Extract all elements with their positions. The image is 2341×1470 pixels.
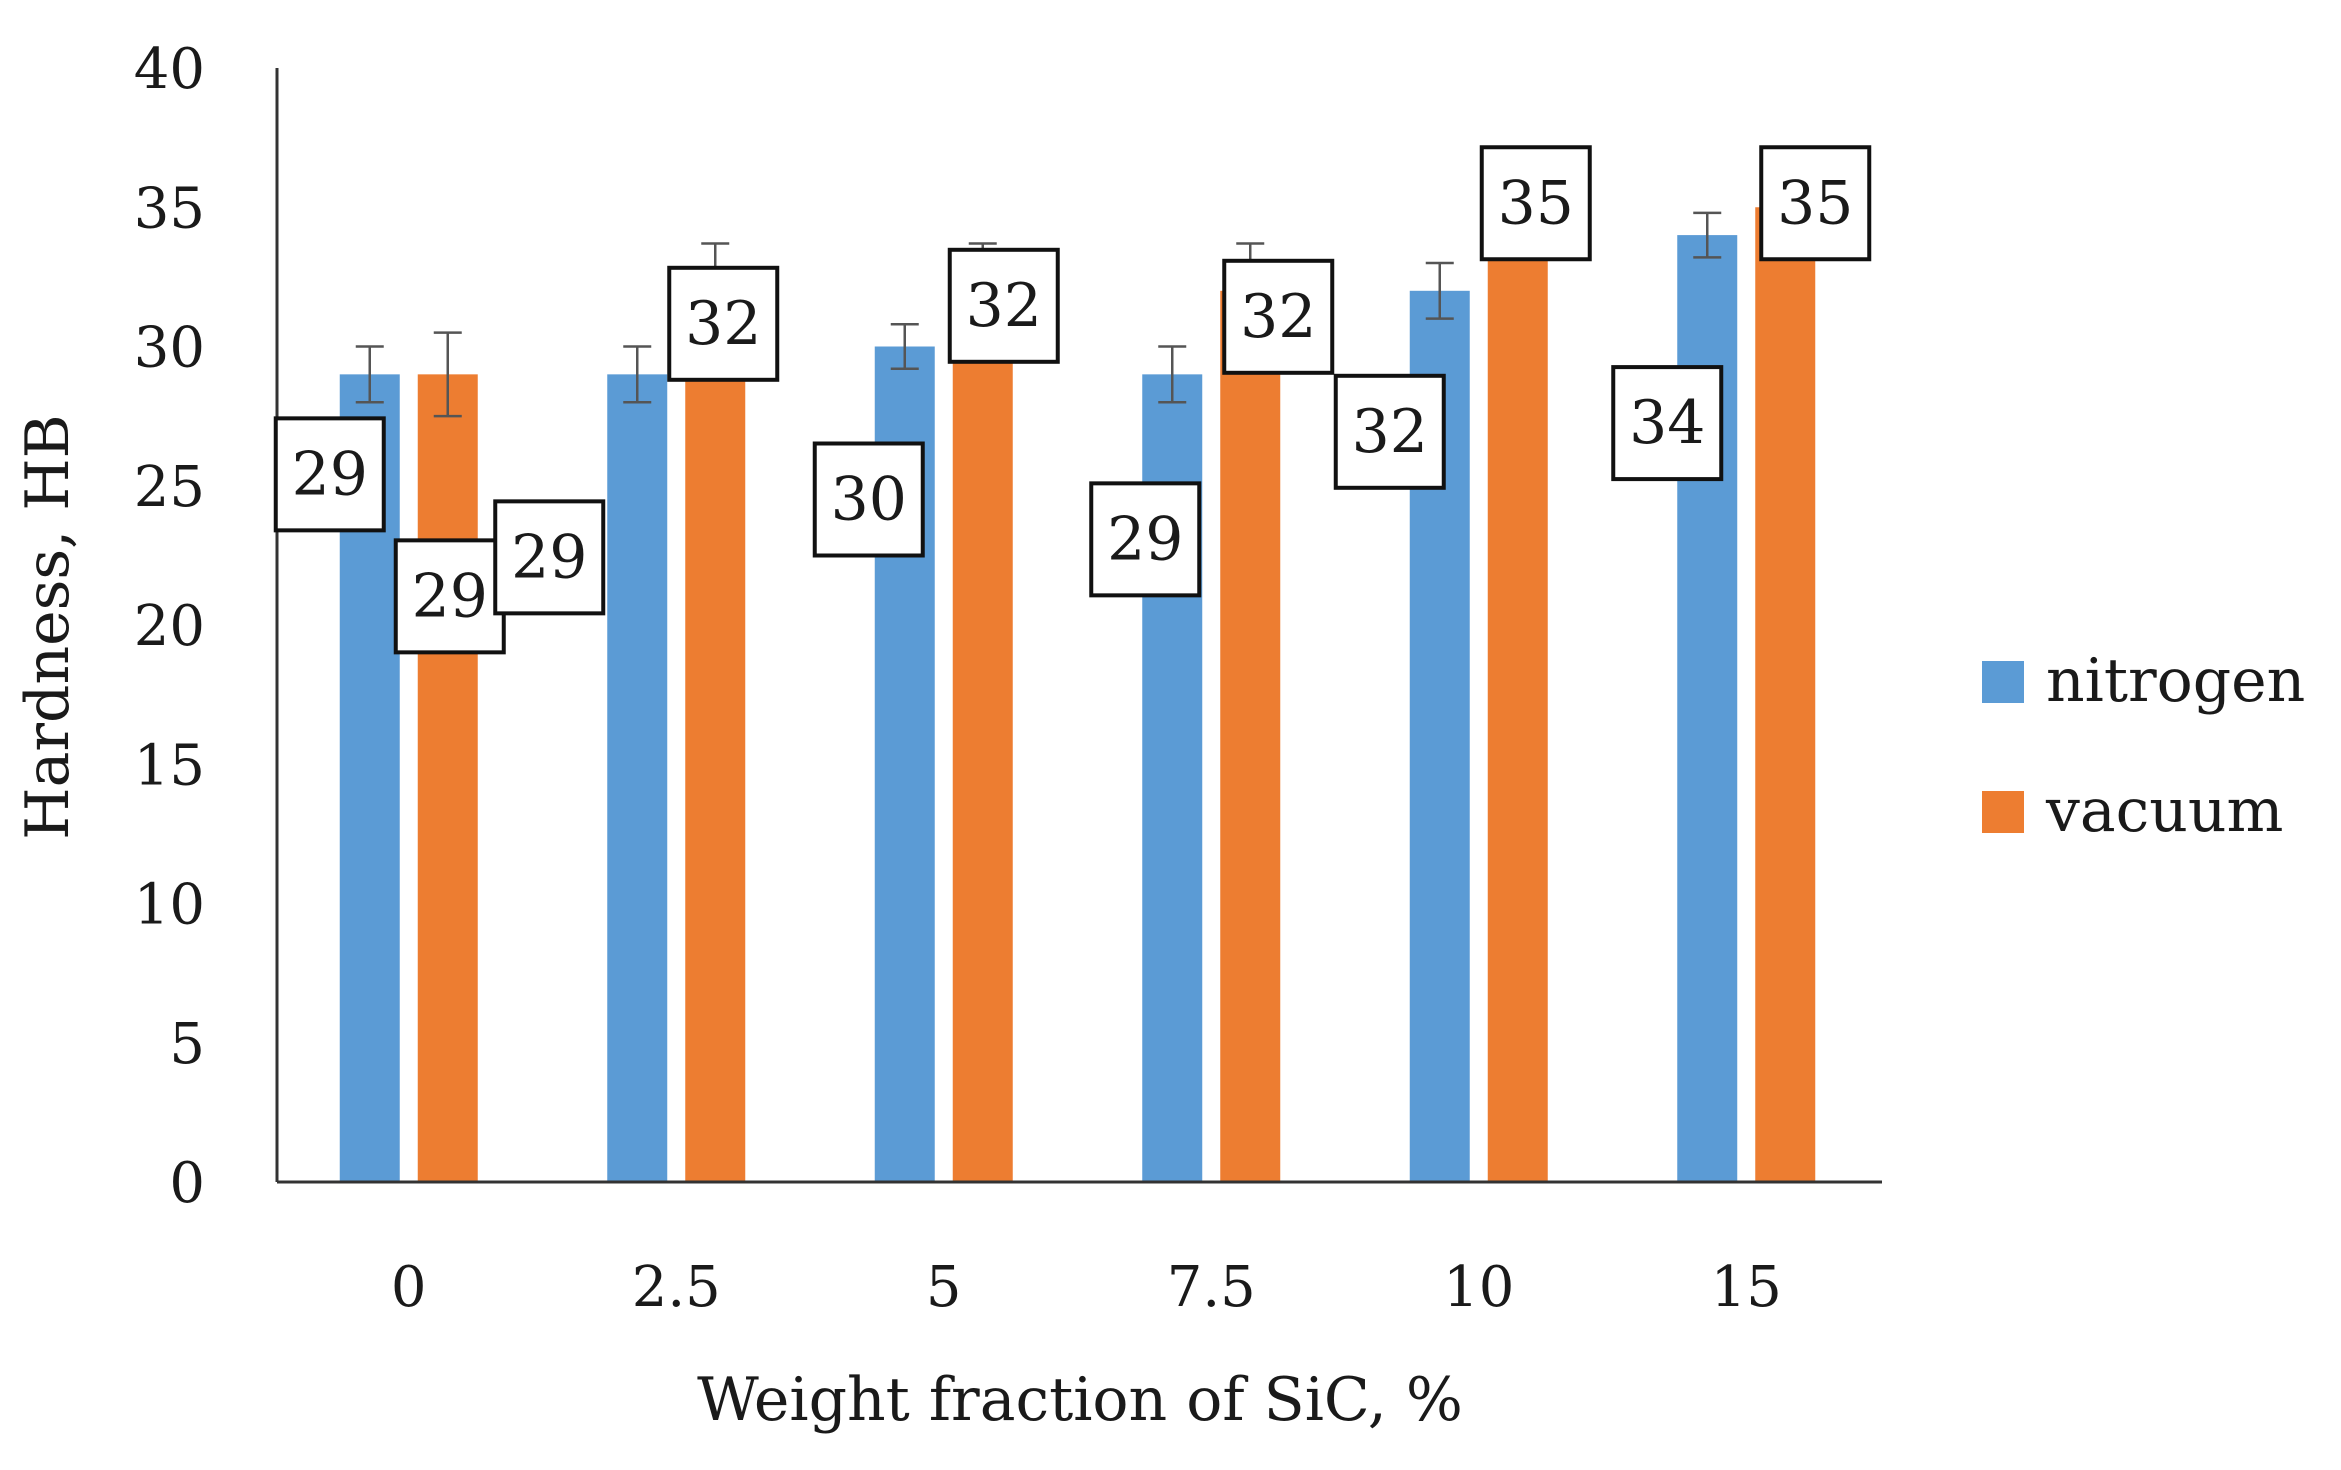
- x-tick-label: 5: [926, 1255, 962, 1320]
- bar-nitrogen: [607, 374, 668, 1183]
- data-label: 29: [511, 522, 587, 592]
- y-axis-ticks: 0 5 10 15 20 25 30 35 40: [134, 37, 205, 1216]
- x-tick-label: 15: [1711, 1255, 1782, 1320]
- x-tick-label: 7.5: [1167, 1255, 1256, 1320]
- data-label: 35: [1498, 168, 1574, 238]
- data-label: 32: [685, 289, 761, 359]
- data-label-box: [812, 441, 925, 558]
- data-label: 30: [831, 465, 907, 535]
- bar-vacuum: [417, 374, 478, 1183]
- y-tick-label: 20: [134, 594, 205, 659]
- legend-swatch-nitrogen: [1982, 661, 2024, 703]
- bar-vacuum: [1487, 207, 1548, 1182]
- data-label: 29: [292, 439, 368, 509]
- bar-vacuum: [685, 290, 746, 1182]
- y-axis-title: Hardness, HB: [13, 414, 83, 839]
- x-tick-label: 10: [1443, 1255, 1514, 1320]
- data-label: 35: [1777, 168, 1853, 238]
- y-tick-label: 0: [169, 1151, 205, 1216]
- legend-label-nitrogen: nitrogen: [2046, 646, 2305, 716]
- data-label-box: [947, 247, 1060, 364]
- data-label: 29: [412, 561, 488, 631]
- data-label-box: [493, 499, 606, 616]
- data-label: 34: [1629, 388, 1705, 458]
- data-label-box: [1479, 145, 1592, 262]
- data-label-box: [1089, 481, 1202, 598]
- bar-vacuum: [1220, 290, 1281, 1182]
- data-labels: 29 29 29 32 30 32 29 32 32 35 34 35: [273, 145, 1872, 655]
- data-label-box: [1333, 373, 1446, 490]
- data-label-box: [1611, 365, 1724, 482]
- data-label: 29: [1107, 504, 1183, 574]
- data-label-box: [1759, 145, 1872, 262]
- data-label: 32: [1352, 397, 1428, 467]
- y-tick-label: 10: [134, 873, 205, 938]
- y-tick-label: 15: [134, 733, 205, 798]
- y-tick-label: 30: [134, 316, 205, 381]
- y-tick-label: 35: [134, 176, 205, 241]
- x-axis-title: Weight fraction of SiC, %: [697, 1365, 1463, 1435]
- bar-vacuum: [952, 290, 1013, 1182]
- data-label: 32: [1240, 282, 1316, 352]
- data-label-box: [273, 416, 386, 533]
- x-tick-label: 0: [391, 1255, 427, 1320]
- y-tick-label: 40: [134, 37, 205, 102]
- data-label-box: [667, 265, 780, 382]
- legend: nitrogen vacuum: [1982, 646, 2305, 846]
- x-tick-label: 2.5: [632, 1255, 721, 1320]
- data-label-box: [393, 538, 506, 655]
- data-label: 32: [966, 271, 1042, 341]
- bar-vacuum: [1755, 207, 1816, 1182]
- data-label-box: [1222, 258, 1335, 375]
- legend-label-vacuum: vacuum: [2045, 776, 2283, 846]
- y-tick-label: 5: [169, 1012, 205, 1077]
- legend-swatch-vacuum: [1982, 791, 2024, 833]
- y-tick-label: 25: [134, 455, 205, 520]
- bar-marks: [339, 207, 1816, 1183]
- x-axis-ticks: 0 2.5 5 7.5 10 15: [391, 1255, 1782, 1320]
